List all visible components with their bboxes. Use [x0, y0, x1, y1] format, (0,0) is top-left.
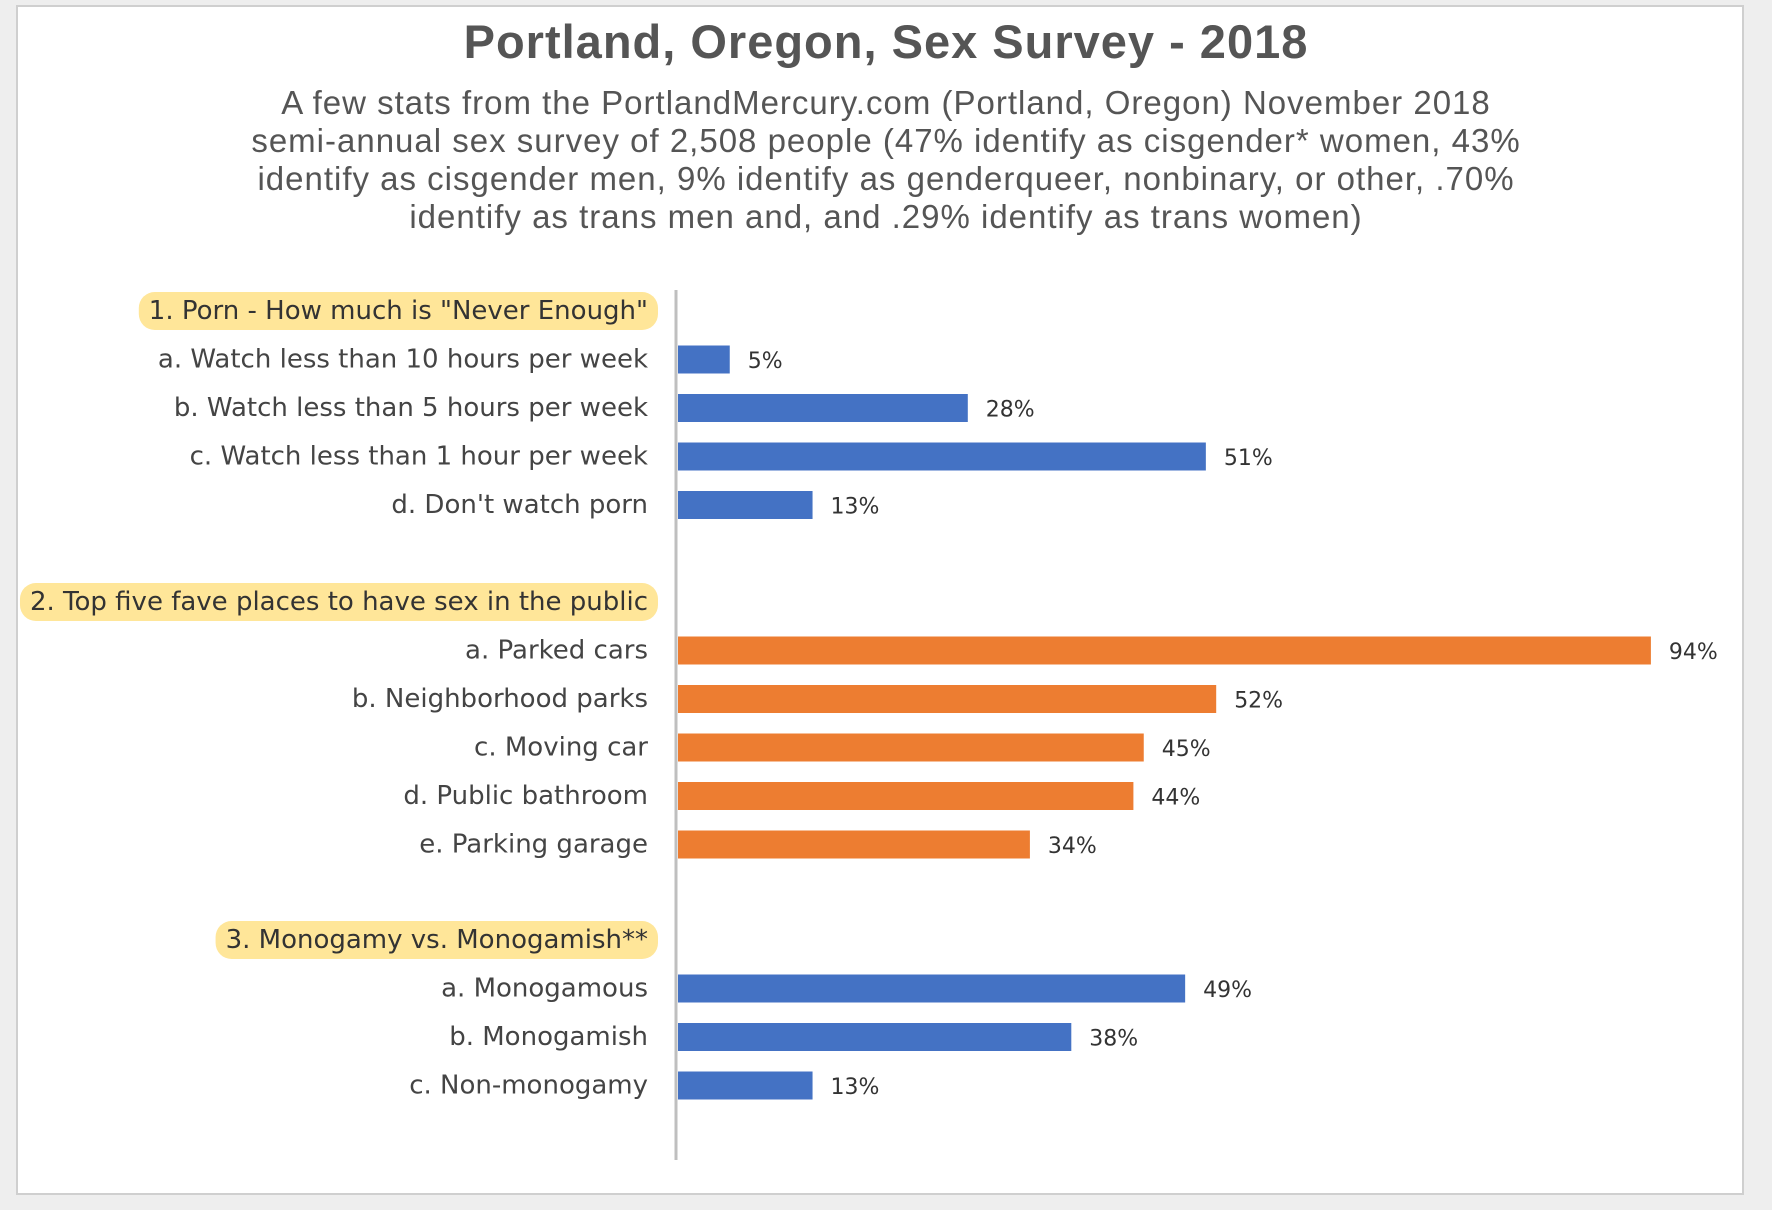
bar — [678, 733, 1144, 762]
data-label: 51% — [1224, 446, 1273, 471]
category-label: c. Non-monogamy — [409, 1071, 648, 1101]
data-label: 28% — [986, 398, 1035, 423]
data-label: 49% — [1203, 978, 1252, 1003]
group-label: 1. Porn - How much is "Never Enough" — [149, 296, 648, 326]
group-label-highlight — [138, 292, 658, 330]
category-label: c. Moving car — [474, 733, 648, 763]
subtitle-line: A few stats from the PortlandMercury.com… — [281, 84, 1491, 121]
group-label: 3. Monogamy vs. Monogamish** — [226, 925, 648, 955]
category-label: a. Parked cars — [465, 636, 648, 666]
category-label: b. Neighborhood parks — [352, 684, 648, 714]
category-label: e. Parking garage — [419, 830, 648, 860]
subtitle-line: identify as cisgender men, 9% identify a… — [257, 160, 1515, 197]
bar — [678, 974, 1186, 1003]
bar — [678, 782, 1134, 810]
bar — [678, 636, 1651, 665]
data-label: 13% — [831, 495, 880, 520]
bar — [678, 830, 1030, 859]
category-label: b. Monogamish — [449, 1022, 648, 1052]
data-label: 44% — [1151, 786, 1200, 811]
bar — [678, 1023, 1072, 1051]
chart-subtitle: A few stats from the PortlandMercury.com… — [0, 84, 1772, 236]
data-label: 52% — [1234, 689, 1283, 714]
data-label: 45% — [1162, 737, 1211, 762]
bar — [678, 491, 813, 519]
group-label-highlight — [19, 583, 658, 621]
group-label: 2. Top five fave places to have sex in t… — [30, 587, 648, 617]
subtitle-line: semi-annual sex survey of 2,508 people (… — [251, 122, 1521, 159]
data-label: 13% — [831, 1075, 880, 1100]
group-label-highlight — [215, 921, 658, 959]
data-label: 5% — [748, 349, 783, 374]
subtitle-line: identify as trans men and, and .29% iden… — [409, 198, 1363, 235]
bar — [678, 442, 1206, 471]
category-label: b. Watch less than 5 hours per week — [174, 393, 648, 423]
data-label: 94% — [1669, 640, 1718, 665]
category-label: d. Don't watch porn — [391, 490, 648, 520]
data-label: 34% — [1048, 834, 1097, 859]
bar — [678, 345, 730, 374]
data-label: 38% — [1089, 1027, 1138, 1052]
chart-title: Portland, Oregon, Sex Survey - 2018 — [463, 15, 1309, 68]
category-label: d. Public bathroom — [403, 781, 648, 811]
category-label: c. Watch less than 1 hour per week — [190, 442, 648, 472]
category-label: a. Monogamous — [441, 974, 648, 1004]
bar — [678, 1071, 813, 1100]
bar — [678, 394, 968, 422]
category-label: a. Watch less than 10 hours per week — [158, 345, 648, 375]
bar — [678, 685, 1217, 713]
